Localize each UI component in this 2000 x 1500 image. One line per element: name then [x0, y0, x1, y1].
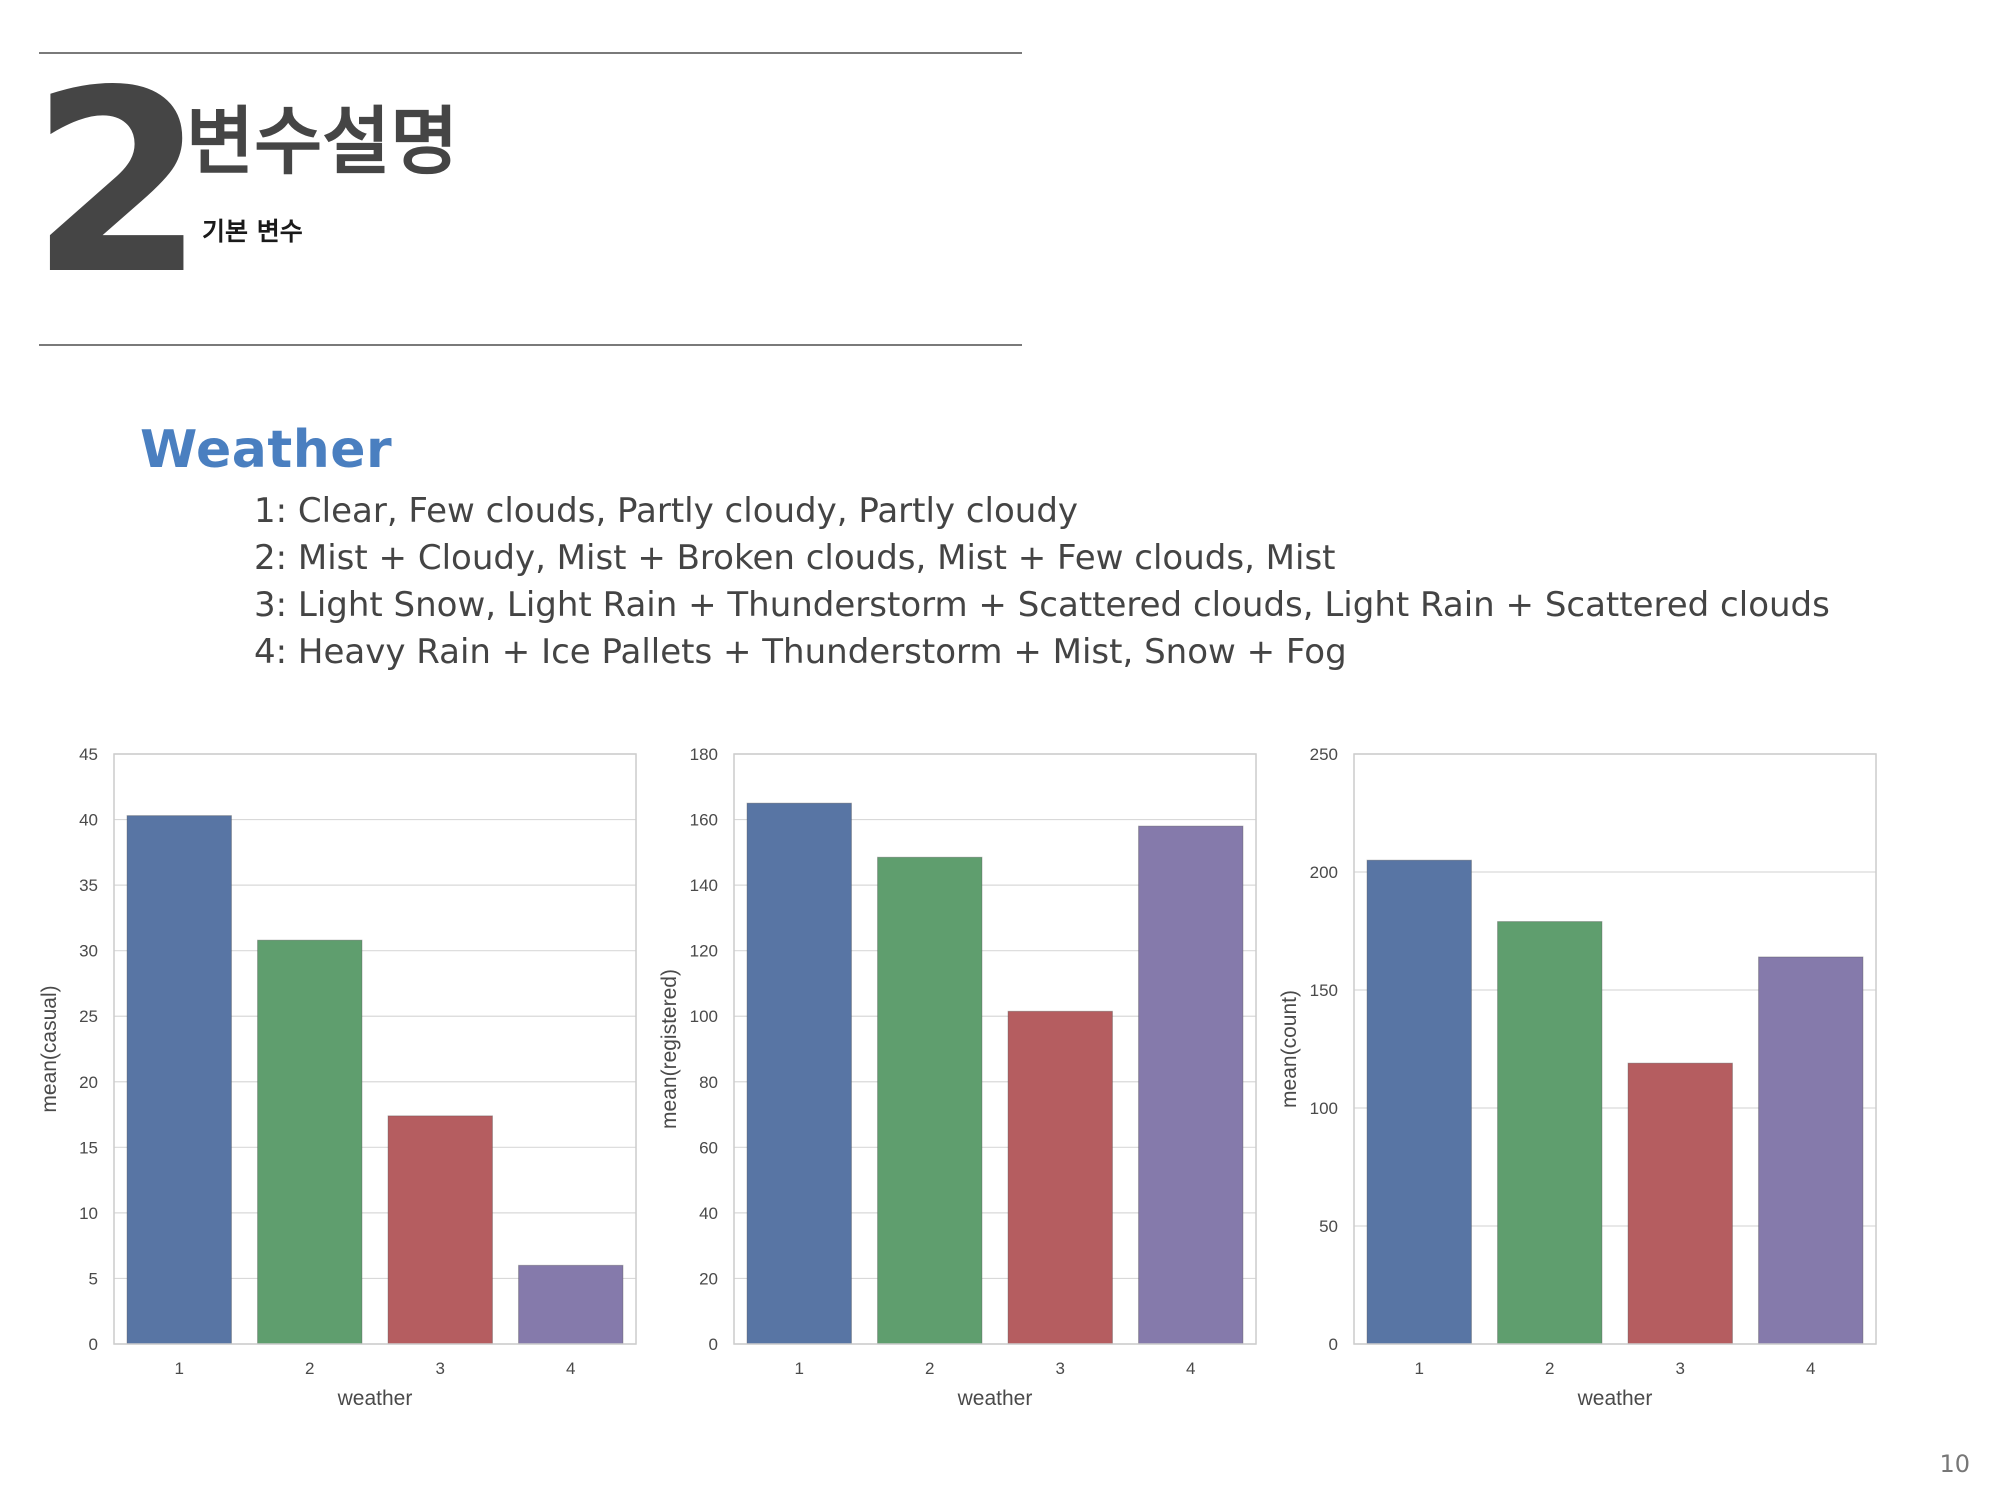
definition-item: 2: Mist + Cloudy, Mist + Broken clouds, … [254, 538, 1336, 578]
registered-bar-chart: 0 20 40 60 80 100 120 140 160 180 1 2 3 4 weather mean(… [644, 730, 1274, 1420]
bar-weather-2 [257, 939, 363, 1345]
y-tick-label: 20 [79, 1073, 98, 1092]
header-rule-bottom [39, 344, 1022, 346]
plot-frame [733, 753, 1257, 1345]
y-tick-label: 250 [1310, 745, 1338, 764]
x-axis-label: weather [1577, 1387, 1653, 1410]
bar-weather-2 [1497, 921, 1603, 1345]
count-bar-chart: 0 50 100 150 200 250 1 2 3 4 weather mean(count) [1264, 730, 1894, 1420]
header-rule-top [39, 52, 1022, 54]
weather-heading: Weather [140, 420, 393, 480]
y-tick-label: 40 [79, 811, 98, 830]
chart-svg: 0 5 10 15 20 25 30 35 40 45 1 2 3 4 weather mean(casual… [38, 745, 637, 1410]
y-tick-label: 60 [699, 1138, 718, 1157]
section-subtitle: 기본 변수 [202, 217, 303, 246]
y-axis-label: mean(count) [1278, 990, 1301, 1108]
y-tick-label: 0 [709, 1335, 718, 1354]
definition-item: 1: Clear, Few clouds, Partly cloudy, Par… [254, 491, 1079, 531]
y-axis-label: mean(registered) [658, 969, 681, 1129]
y-tick-label: 0 [89, 1335, 98, 1354]
y-tick-label: 20 [699, 1269, 718, 1288]
x-tick-label: 4 [1806, 1359, 1815, 1378]
section-number: 2 [30, 37, 205, 330]
page-number: 10 [1939, 1450, 1970, 1478]
section-title: 변수설명 [186, 99, 459, 185]
x-tick-label: 3 [1056, 1359, 1065, 1378]
x-axis-label: weather [957, 1387, 1033, 1410]
x-tick-label: 2 [925, 1359, 934, 1378]
bar-weather-1 [746, 802, 852, 1345]
x-tick-label: 3 [436, 1359, 445, 1378]
weather-definitions-list: 1: Clear, Few clouds, Partly cloudy, Par… [254, 488, 1830, 676]
definition-item: 3: Light Snow, Light Rain + Thunderstorm… [254, 585, 1830, 625]
x-tick-label: 1 [175, 1359, 184, 1378]
x-tick-label: 4 [1186, 1359, 1195, 1378]
x-tick-label: 4 [566, 1359, 575, 1378]
bar-weather-3 [1007, 1010, 1113, 1345]
casual-bar-chart: 0 5 10 15 20 25 30 35 40 45 1 2 3 4 weather mean(casual… [24, 730, 654, 1420]
y-tick-label: 160 [690, 811, 718, 830]
bar-weather-4 [1758, 956, 1864, 1345]
x-tick-label: 3 [1676, 1359, 1685, 1378]
x-tick-label: 1 [1415, 1359, 1424, 1378]
x-axis-label: weather [337, 1387, 413, 1410]
definition-item: 4: Heavy Rain + Ice Pallets + Thundersto… [254, 632, 1347, 672]
y-tick-label: 80 [699, 1073, 718, 1092]
y-tick-label: 25 [79, 1007, 98, 1026]
bar-weather-3 [1627, 1062, 1733, 1345]
y-tick-label: 180 [690, 745, 718, 764]
x-tick-label: 1 [795, 1359, 804, 1378]
y-tick-label: 150 [1310, 981, 1338, 1000]
chart-svg: 0 20 40 60 80 100 120 140 160 180 1 2 3 4 weather mean(… [658, 745, 1257, 1410]
y-tick-label: 100 [690, 1007, 718, 1026]
y-tick-label: 100 [1310, 1099, 1338, 1118]
x-tick-label: 2 [305, 1359, 314, 1378]
y-tick-label: 15 [79, 1138, 98, 1157]
y-tick-label: 35 [79, 876, 98, 895]
plot-frame [1353, 753, 1877, 1345]
bar-weather-3 [387, 1115, 493, 1345]
bar-weather-4 [1138, 825, 1244, 1345]
plot-frame [113, 753, 637, 1345]
y-tick-label: 5 [89, 1269, 98, 1288]
y-axis-label: mean(casual) [38, 985, 61, 1112]
bar-weather-1 [1366, 859, 1472, 1345]
bar-weather-1 [126, 815, 232, 1345]
y-tick-label: 140 [690, 876, 718, 895]
y-tick-label: 120 [690, 942, 718, 961]
bar-weather-4 [518, 1264, 624, 1345]
y-tick-label: 45 [79, 745, 98, 764]
y-tick-label: 200 [1310, 863, 1338, 882]
chart-svg: 0 50 100 150 200 250 1 2 3 4 weather mean(count) [1278, 745, 1877, 1410]
y-tick-label: 30 [79, 942, 98, 961]
y-tick-label: 50 [1319, 1217, 1338, 1236]
x-tick-label: 2 [1545, 1359, 1554, 1378]
y-tick-label: 0 [1329, 1335, 1338, 1354]
bar-weather-2 [877, 856, 983, 1345]
y-tick-label: 40 [699, 1204, 718, 1223]
y-tick-label: 10 [79, 1204, 98, 1223]
